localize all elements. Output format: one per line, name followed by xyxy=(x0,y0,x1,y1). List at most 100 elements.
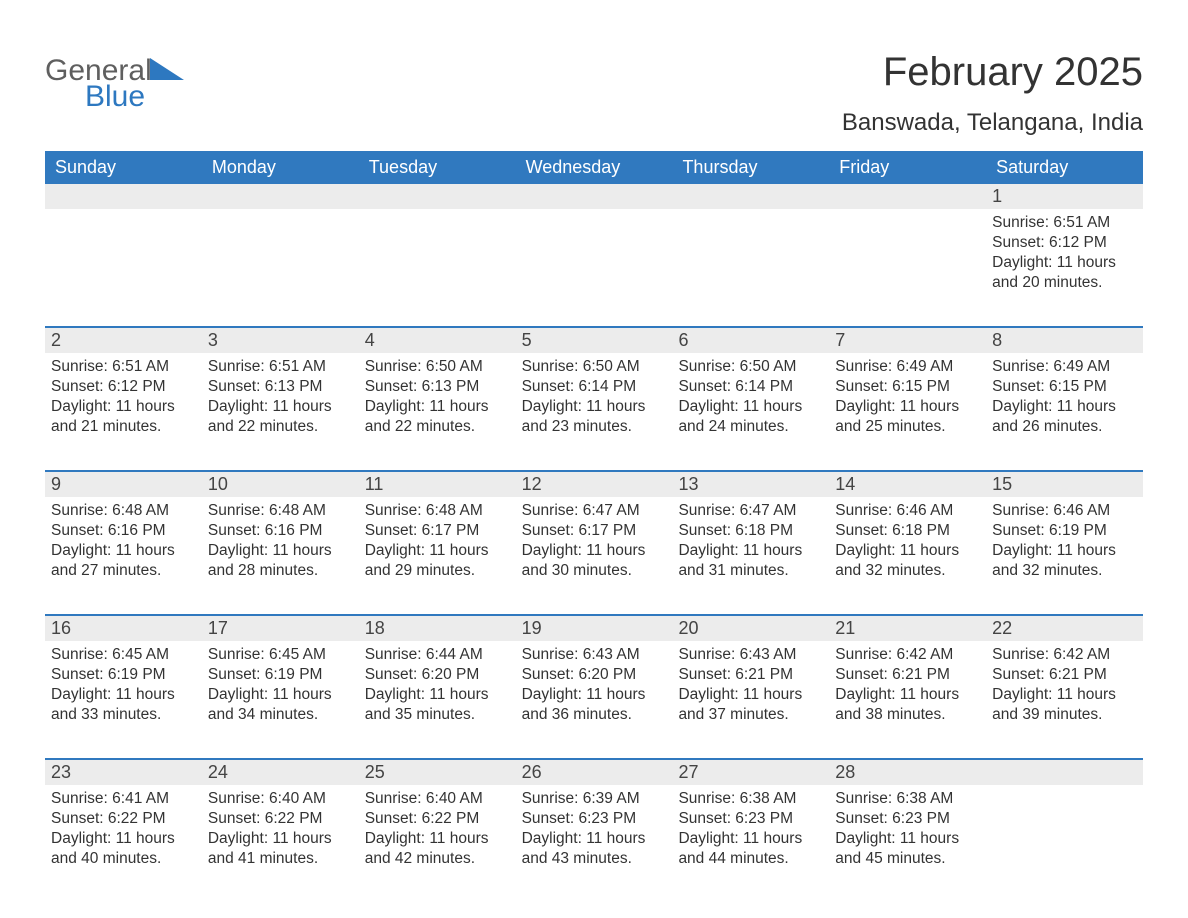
header: General Blue February 2025 Banswada, Tel… xyxy=(45,50,1143,137)
day-body: Sunrise: 6:42 AMSunset: 6:21 PMDaylight:… xyxy=(986,641,1143,728)
day-sunrise: Sunrise: 6:50 AM xyxy=(678,357,823,377)
day-number: 7 xyxy=(829,328,986,353)
day-cell: 7Sunrise: 6:49 AMSunset: 6:15 PMDaylight… xyxy=(829,328,986,448)
day-daylight1: Daylight: 11 hours xyxy=(51,685,196,705)
day-daylight2: and 30 minutes. xyxy=(522,561,667,581)
day-cell: 18Sunrise: 6:44 AMSunset: 6:20 PMDayligh… xyxy=(359,616,516,736)
day-number: 26 xyxy=(516,760,673,785)
day-daylight1: Daylight: 11 hours xyxy=(365,397,510,417)
day-daylight1: Daylight: 11 hours xyxy=(992,397,1137,417)
day-cell: 12Sunrise: 6:47 AMSunset: 6:17 PMDayligh… xyxy=(516,472,673,592)
day-sunset: Sunset: 6:22 PM xyxy=(208,809,353,829)
day-number xyxy=(45,184,202,209)
day-number xyxy=(202,184,359,209)
day-number: 8 xyxy=(986,328,1143,353)
day-body: Sunrise: 6:46 AMSunset: 6:18 PMDaylight:… xyxy=(829,497,986,584)
day-body: Sunrise: 6:48 AMSunset: 6:16 PMDaylight:… xyxy=(202,497,359,584)
day-daylight2: and 23 minutes. xyxy=(522,417,667,437)
day-daylight1: Daylight: 11 hours xyxy=(835,685,980,705)
day-number xyxy=(672,184,829,209)
day-cell xyxy=(672,184,829,304)
day-daylight2: and 21 minutes. xyxy=(51,417,196,437)
day-daylight1: Daylight: 11 hours xyxy=(678,541,823,561)
week-row: 23Sunrise: 6:41 AMSunset: 6:22 PMDayligh… xyxy=(45,758,1143,880)
day-sunrise: Sunrise: 6:47 AM xyxy=(522,501,667,521)
day-daylight1: Daylight: 11 hours xyxy=(678,829,823,849)
day-body: Sunrise: 6:47 AMSunset: 6:17 PMDaylight:… xyxy=(516,497,673,584)
day-body: Sunrise: 6:51 AMSunset: 6:12 PMDaylight:… xyxy=(45,353,202,440)
day-body: Sunrise: 6:38 AMSunset: 6:23 PMDaylight:… xyxy=(672,785,829,872)
day-daylight2: and 44 minutes. xyxy=(678,849,823,869)
day-cell xyxy=(516,184,673,304)
day-number: 22 xyxy=(986,616,1143,641)
day-cell xyxy=(45,184,202,304)
day-sunrise: Sunrise: 6:48 AM xyxy=(51,501,196,521)
day-daylight2: and 33 minutes. xyxy=(51,705,196,725)
day-sunset: Sunset: 6:15 PM xyxy=(835,377,980,397)
day-daylight2: and 29 minutes. xyxy=(365,561,510,581)
day-daylight2: and 26 minutes. xyxy=(992,417,1137,437)
day-sunrise: Sunrise: 6:38 AM xyxy=(678,789,823,809)
day-sunrise: Sunrise: 6:42 AM xyxy=(992,645,1137,665)
day-body: Sunrise: 6:47 AMSunset: 6:18 PMDaylight:… xyxy=(672,497,829,584)
day-daylight2: and 24 minutes. xyxy=(678,417,823,437)
day-cell: 27Sunrise: 6:38 AMSunset: 6:23 PMDayligh… xyxy=(672,760,829,880)
day-daylight2: and 28 minutes. xyxy=(208,561,353,581)
day-daylight1: Daylight: 11 hours xyxy=(365,685,510,705)
day-sunset: Sunset: 6:20 PM xyxy=(365,665,510,685)
day-sunset: Sunset: 6:13 PM xyxy=(365,377,510,397)
dow-wednesday: Wednesday xyxy=(516,151,673,184)
week-row: 16Sunrise: 6:45 AMSunset: 6:19 PMDayligh… xyxy=(45,614,1143,736)
day-number: 11 xyxy=(359,472,516,497)
day-cell: 24Sunrise: 6:40 AMSunset: 6:22 PMDayligh… xyxy=(202,760,359,880)
day-daylight2: and 27 minutes. xyxy=(51,561,196,581)
day-cell: 20Sunrise: 6:43 AMSunset: 6:21 PMDayligh… xyxy=(672,616,829,736)
day-daylight1: Daylight: 11 hours xyxy=(835,397,980,417)
day-number: 5 xyxy=(516,328,673,353)
day-daylight2: and 45 minutes. xyxy=(835,849,980,869)
day-body: Sunrise: 6:50 AMSunset: 6:14 PMDaylight:… xyxy=(516,353,673,440)
day-daylight1: Daylight: 11 hours xyxy=(835,829,980,849)
day-daylight2: and 32 minutes. xyxy=(835,561,980,581)
day-daylight1: Daylight: 11 hours xyxy=(365,829,510,849)
day-sunset: Sunset: 6:22 PM xyxy=(51,809,196,829)
weeks-container: 1Sunrise: 6:51 AMSunset: 6:12 PMDaylight… xyxy=(45,184,1143,880)
day-daylight1: Daylight: 11 hours xyxy=(208,397,353,417)
day-daylight1: Daylight: 11 hours xyxy=(835,541,980,561)
week-row: 2Sunrise: 6:51 AMSunset: 6:12 PMDaylight… xyxy=(45,326,1143,448)
day-number xyxy=(829,184,986,209)
day-sunset: Sunset: 6:19 PM xyxy=(51,665,196,685)
day-cell: 23Sunrise: 6:41 AMSunset: 6:22 PMDayligh… xyxy=(45,760,202,880)
day-number: 19 xyxy=(516,616,673,641)
day-body: Sunrise: 6:40 AMSunset: 6:22 PMDaylight:… xyxy=(202,785,359,872)
day-sunrise: Sunrise: 6:39 AM xyxy=(522,789,667,809)
day-body: Sunrise: 6:50 AMSunset: 6:13 PMDaylight:… xyxy=(359,353,516,440)
day-sunset: Sunset: 6:23 PM xyxy=(522,809,667,829)
day-daylight1: Daylight: 11 hours xyxy=(992,685,1137,705)
day-sunrise: Sunrise: 6:48 AM xyxy=(365,501,510,521)
day-sunset: Sunset: 6:15 PM xyxy=(992,377,1137,397)
day-sunrise: Sunrise: 6:40 AM xyxy=(365,789,510,809)
day-sunrise: Sunrise: 6:45 AM xyxy=(208,645,353,665)
day-body: Sunrise: 6:45 AMSunset: 6:19 PMDaylight:… xyxy=(45,641,202,728)
title-block: February 2025 Banswada, Telangana, India xyxy=(842,50,1143,137)
week-row: 1Sunrise: 6:51 AMSunset: 6:12 PMDaylight… xyxy=(45,184,1143,304)
day-sunset: Sunset: 6:17 PM xyxy=(522,521,667,541)
day-sunrise: Sunrise: 6:47 AM xyxy=(678,501,823,521)
day-daylight1: Daylight: 11 hours xyxy=(365,541,510,561)
dow-tuesday: Tuesday xyxy=(359,151,516,184)
day-sunset: Sunset: 6:19 PM xyxy=(992,521,1137,541)
day-sunrise: Sunrise: 6:44 AM xyxy=(365,645,510,665)
day-sunset: Sunset: 6:21 PM xyxy=(678,665,823,685)
day-number: 15 xyxy=(986,472,1143,497)
day-body: Sunrise: 6:42 AMSunset: 6:21 PMDaylight:… xyxy=(829,641,986,728)
day-sunrise: Sunrise: 6:51 AM xyxy=(51,357,196,377)
dow-monday: Monday xyxy=(202,151,359,184)
location-subtitle: Banswada, Telangana, India xyxy=(842,109,1143,137)
day-cell: 4Sunrise: 6:50 AMSunset: 6:13 PMDaylight… xyxy=(359,328,516,448)
day-sunrise: Sunrise: 6:49 AM xyxy=(992,357,1137,377)
logo-word2: Blue xyxy=(85,81,184,113)
day-sunrise: Sunrise: 6:51 AM xyxy=(992,213,1137,233)
day-cell: 21Sunrise: 6:42 AMSunset: 6:21 PMDayligh… xyxy=(829,616,986,736)
day-daylight2: and 32 minutes. xyxy=(992,561,1137,581)
